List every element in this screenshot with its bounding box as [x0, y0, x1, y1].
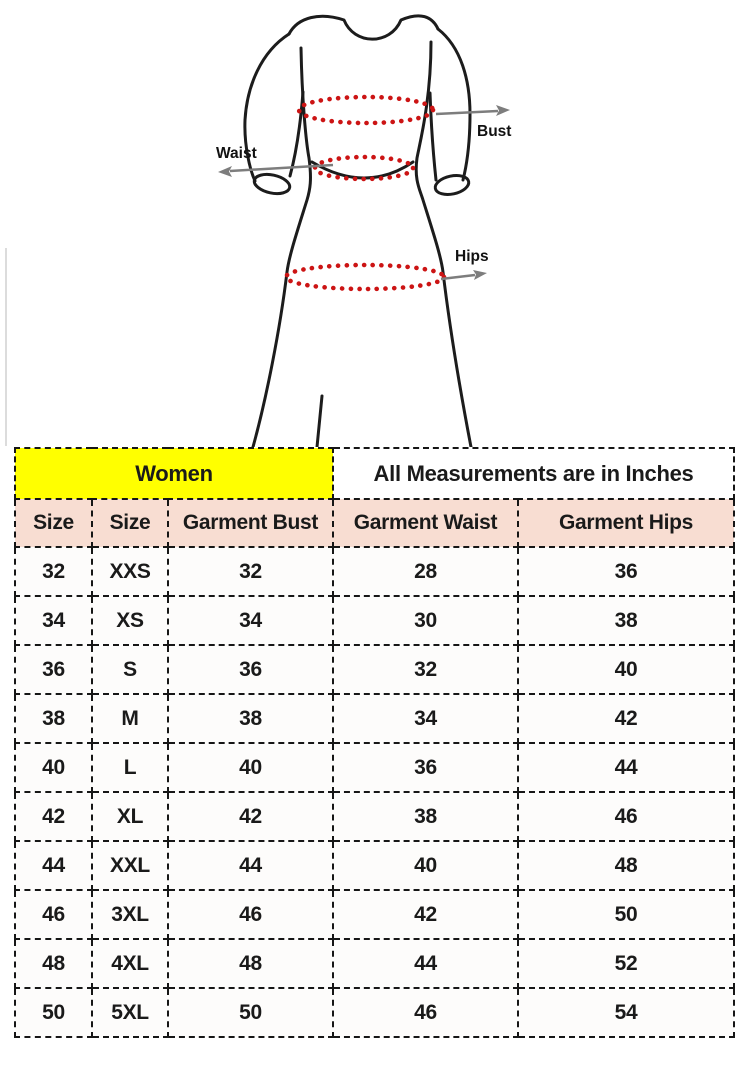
size-cell-size_num: 34	[14, 595, 93, 646]
table-row: 32 XXS 32 28 36	[14, 546, 735, 597]
size-cell-size_alpha: XXS	[91, 546, 169, 597]
size-cell-hips: 36	[517, 546, 735, 597]
measure-arrows	[218, 105, 510, 281]
hips-measure-ellipse	[283, 262, 447, 292]
size-cell-waist: 28	[332, 546, 519, 597]
size-cell-waist: 34	[332, 693, 519, 744]
bust-arrowhead-icon	[496, 105, 510, 116]
size-cell-size_num: 32	[14, 546, 93, 597]
size-cell-waist: 38	[332, 791, 519, 842]
size-cell-size_alpha: 4XL	[91, 938, 169, 989]
size-cell-bust: 48	[167, 938, 334, 989]
size-cell-bust: 40	[167, 742, 334, 793]
size-cell-waist: 46	[332, 987, 519, 1038]
column-header-row: Size Size Garment Bust Garment Waist Gar…	[14, 498, 735, 548]
waist-arrowhead-icon	[218, 166, 232, 177]
measurement-ellipses	[283, 94, 447, 292]
women-group-header: Women	[14, 447, 334, 500]
size-cell-size_alpha: XL	[91, 791, 169, 842]
col-header-garment-bust: Garment Bust	[167, 498, 334, 548]
size-cell-hips: 48	[517, 840, 735, 891]
size-cell-bust: 50	[167, 987, 334, 1038]
size-cell-size_num: 50	[14, 987, 93, 1038]
size-cell-bust: 36	[167, 644, 334, 695]
size-cell-bust: 44	[167, 840, 334, 891]
size-table-body: 32 XXS 32 28 36 34 XS 34 30 38 36 S 36 32 40 38 M 38 34 42 4…	[14, 546, 735, 1038]
size-cell-size_alpha: XS	[91, 595, 169, 646]
size-cell-size_alpha: 5XL	[91, 987, 169, 1038]
hips-arrowhead-icon	[473, 270, 487, 280]
size-cell-bust: 32	[167, 546, 334, 597]
size-cell-waist: 36	[332, 742, 519, 793]
table-row: 48 4XL 48 44 52	[14, 938, 735, 989]
table-row: 50 5XL 50 46 54	[14, 987, 735, 1038]
size-cell-hips: 40	[517, 644, 735, 695]
bust-label: Bust	[477, 123, 511, 140]
size-cell-size_alpha: 3XL	[91, 889, 169, 940]
table-row: 38 M 38 34 42	[14, 693, 735, 744]
size-cell-hips: 42	[517, 693, 735, 744]
table-row: 42 XL 42 38 46	[14, 791, 735, 842]
measurements-group-header: All Measurements are in Inches	[332, 447, 735, 500]
size-cell-hips: 46	[517, 791, 735, 842]
size-cell-hips: 52	[517, 938, 735, 989]
size-cell-size_num: 36	[14, 644, 93, 695]
size-cell-size_num: 46	[14, 889, 93, 940]
size-cell-hips: 50	[517, 889, 735, 940]
waist-measure-ellipse	[312, 154, 416, 182]
hips-label: Hips	[455, 248, 489, 265]
table-row: 34 XS 34 30 38	[14, 595, 735, 646]
waist-label: Waist	[216, 145, 257, 162]
size-cell-waist: 42	[332, 889, 519, 940]
size-cell-waist: 32	[332, 644, 519, 695]
size-cell-bust: 34	[167, 595, 334, 646]
size-cell-size_num: 44	[14, 840, 93, 891]
col-header-size-alpha: Size	[91, 498, 169, 548]
waist-arrow-line	[229, 163, 334, 173]
col-header-size-num: Size	[14, 498, 93, 548]
size-cell-size_alpha: M	[91, 693, 169, 744]
size-cell-bust: 42	[167, 791, 334, 842]
size-cell-size_alpha: XXL	[91, 840, 169, 891]
table-row: 44 XXL 44 40 48	[14, 840, 735, 891]
size-cell-waist: 30	[332, 595, 519, 646]
size-cell-size_num: 38	[14, 693, 93, 744]
dress-measurement-diagram: Bust Waist Hips	[0, 0, 746, 449]
table-row: 40 L 40 36 44	[14, 742, 735, 793]
size-cell-size_num: 48	[14, 938, 93, 989]
size-chart-table: Women All Measurements are in Inches Siz…	[14, 447, 735, 1038]
size-cell-hips: 38	[517, 595, 735, 646]
group-header-row: Women All Measurements are in Inches	[14, 447, 735, 500]
dress-outline-icon	[243, 14, 473, 449]
bust-arrow-line	[435, 109, 499, 116]
size-cell-size_alpha: L	[91, 742, 169, 793]
size-cell-hips: 54	[517, 987, 735, 1038]
size-cell-hips: 44	[517, 742, 735, 793]
col-header-garment-waist: Garment Waist	[332, 498, 519, 548]
size-cell-size_num: 40	[14, 742, 93, 793]
size-cell-bust: 46	[167, 889, 334, 940]
hips-arrow-line	[440, 273, 476, 281]
bust-measure-ellipse	[296, 94, 436, 126]
size-cell-waist: 40	[332, 840, 519, 891]
table-row: 46 3XL 46 42 50	[14, 889, 735, 940]
size-cell-size_num: 42	[14, 791, 93, 842]
table-row: 36 S 36 32 40	[14, 644, 735, 695]
size-cell-waist: 44	[332, 938, 519, 989]
col-header-garment-hips: Garment Hips	[517, 498, 735, 548]
size-cell-size_alpha: S	[91, 644, 169, 695]
size-cell-bust: 38	[167, 693, 334, 744]
